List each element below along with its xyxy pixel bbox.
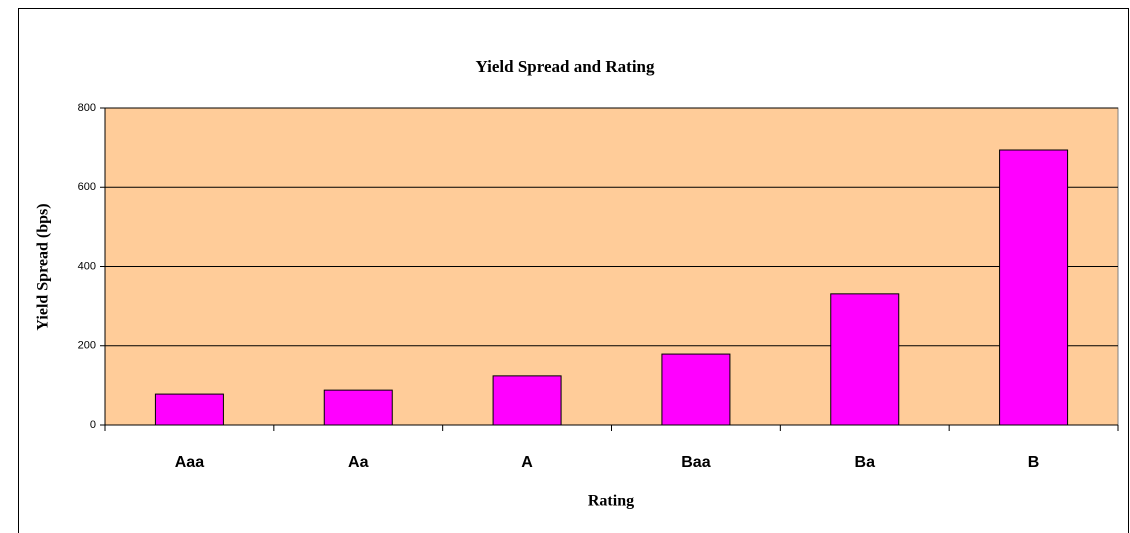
x-tick-label: Baa (681, 454, 710, 471)
bar (661, 353, 731, 426)
y-tick-label: 400 (78, 260, 96, 272)
y-axis-title: Yield Spread (bps) (35, 203, 52, 330)
bar (999, 149, 1069, 426)
bar (323, 389, 393, 426)
x-tick-label: Aaa (175, 454, 204, 471)
y-tick-label: 200 (78, 340, 96, 352)
y-tick-label: 800 (78, 102, 96, 114)
bar (154, 393, 224, 426)
y-tick-label: 0 (90, 419, 96, 431)
chart-title: Yield Spread and Rating (475, 57, 655, 76)
x-tick-label: A (521, 454, 533, 471)
x-tick-label: B (1028, 454, 1040, 471)
x-tick-label: Aa (348, 454, 369, 471)
y-tick-label: 600 (78, 181, 96, 193)
x-tick-label: Ba (855, 454, 876, 471)
bar (830, 293, 900, 426)
bar (492, 375, 562, 426)
x-axis-title: Rating (588, 493, 634, 510)
